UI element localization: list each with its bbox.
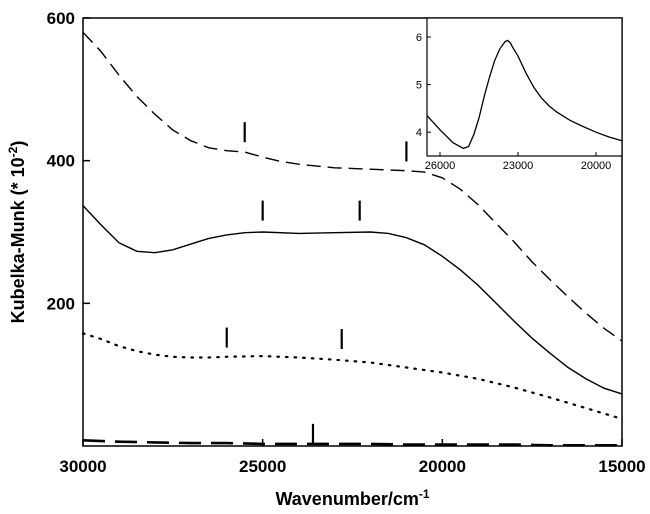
x-tick-label: 15000 (598, 457, 645, 476)
series-line-dashed (82, 31, 623, 342)
inset: 26000 23000 20000 4 5 6 (416, 17, 623, 172)
series-line-dotted (81, 332, 624, 420)
inset-x-tick-label: 26000 (425, 160, 456, 172)
inset-y-tick-label: 4 (416, 127, 422, 139)
series-layer (81, 31, 624, 447)
inset-x-tick-label: 20000 (581, 160, 612, 172)
y-axis-title: Kubelka-Munk (* 10-2) (6, 141, 28, 324)
y-tick-label: 200 (47, 294, 75, 313)
y-tick-label: 600 (47, 9, 75, 28)
x-axis-title-text: Wavenumber/cm (275, 489, 418, 509)
x-tick-label: 30000 (59, 457, 106, 476)
x-tick-label: 25000 (239, 457, 286, 476)
inset-y-tick-label: 6 (416, 32, 422, 44)
series-line-long-dash (82, 439, 622, 447)
y-axis-title-end: ) (8, 141, 28, 147)
marker-layer (225, 122, 408, 444)
y-axis-title-text: Kubelka-Munk (* 10 (8, 157, 28, 323)
x-tick-label: 20000 (419, 457, 466, 476)
inset-x-tick-label: 23000 (503, 160, 534, 172)
plot-area (82, 17, 623, 447)
inset-y-tick-label: 5 (416, 80, 422, 92)
inset-frame (426, 17, 623, 157)
series-line-solid (82, 205, 623, 395)
plot-frame (82, 17, 623, 447)
y-axis-title-superscript: -2 (6, 146, 20, 157)
inset-series-line (426, 39, 623, 150)
y-tick-label: 400 (47, 152, 75, 171)
x-axis-title-superscript: -1 (419, 487, 430, 501)
x-axis-title: Wavenumber/cm-1 (275, 487, 429, 509)
axis-ticks: 30000 25000 20000 15000 200 400 600 (47, 9, 646, 476)
